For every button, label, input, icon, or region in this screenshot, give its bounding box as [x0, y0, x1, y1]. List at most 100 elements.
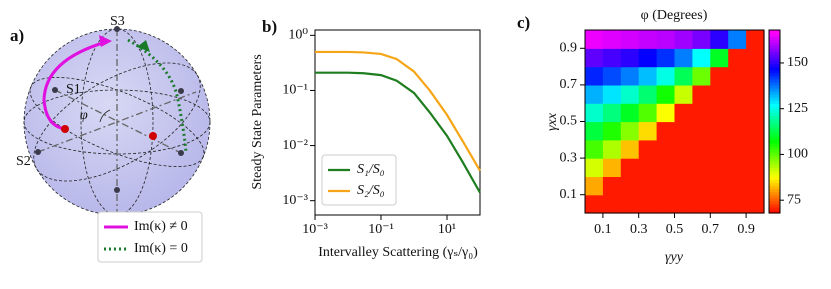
colorbar-segment	[769, 164, 780, 168]
heatmap-cell	[585, 30, 604, 49]
heatmap-cell	[746, 103, 765, 123]
colorbar-segment	[769, 94, 780, 98]
heatmap-cell	[602, 176, 622, 196]
heatmap-cell	[602, 158, 622, 177]
colorbar-segment	[769, 75, 780, 80]
colorbar-segment	[769, 185, 780, 190]
colorbar-segment	[769, 112, 780, 116]
heatmap-cell	[602, 30, 622, 49]
heatmap-cell	[620, 158, 640, 177]
heatmap-cell	[656, 121, 676, 141]
colorbar-segment	[769, 179, 780, 184]
heatmap-cell	[728, 48, 747, 68]
pole-label: S3	[110, 14, 125, 29]
heatmap-cell	[602, 66, 622, 86]
heatmap-cell	[710, 176, 729, 196]
legend-label: S₁/S₀	[357, 162, 385, 177]
colorbar-segment	[769, 69, 780, 74]
heatmap-cell	[620, 103, 640, 123]
y-tick-label: 0.7	[560, 77, 578, 92]
colorbar-segment	[769, 191, 780, 196]
heatmap-cell	[620, 48, 640, 68]
sphere	[23, 28, 211, 216]
heatmap-cell	[620, 121, 640, 141]
colorbar-segment	[769, 115, 780, 120]
arrowhead	[137, 40, 150, 52]
y-tick-label: 0.9	[560, 41, 578, 56]
colorbar-segment	[769, 30, 780, 34]
heatmap-cell	[692, 176, 711, 196]
heatmap-cell	[728, 139, 747, 159]
x-tick-label: 0.9	[737, 222, 755, 237]
heatmap-cell	[728, 194, 747, 214]
heatmap-cell	[746, 30, 765, 49]
x-tick-label: 10⁻³	[302, 222, 328, 237]
x-tick-label: 10¹	[438, 222, 456, 237]
heatmap-cell	[710, 158, 729, 177]
panel-label: a)	[10, 26, 24, 45]
heatmap-cell	[746, 66, 765, 86]
legend-label: Im(κ) ≠ 0	[134, 219, 188, 234]
colorbar-segment	[769, 84, 780, 89]
colorbar-segment	[769, 103, 780, 107]
heatmap-cell	[710, 30, 729, 49]
heatmap-cell	[674, 121, 693, 141]
pole-label: S1	[66, 82, 81, 97]
plot-frame	[314, 29, 481, 216]
y-tick-label: 0.1	[560, 187, 578, 202]
colorbar-segment	[769, 66, 780, 71]
colorbar-segment	[769, 148, 780, 153]
colorbar-segment	[769, 139, 780, 144]
colorbar-segment	[769, 48, 780, 52]
colorbar-segment	[769, 118, 780, 123]
trajectory	[127, 38, 188, 153]
heatmap-cell	[656, 103, 676, 123]
heatmap-cell	[746, 139, 765, 159]
heatmap-cell	[638, 121, 658, 141]
heatmap-cell	[602, 194, 622, 214]
colorbar-segment	[769, 152, 780, 156]
heatmap-cell	[728, 176, 747, 196]
heatmap-cell	[692, 30, 711, 49]
sphere-points	[35, 26, 184, 193]
colorbar-segment	[769, 121, 780, 126]
colorbar-segment	[769, 39, 780, 43]
colorbar-tick-label: 75	[787, 192, 801, 207]
colorbar-segment	[769, 78, 780, 83]
heatmap-cell	[656, 30, 676, 49]
x-axis-title: Intervalley Scattering (γₛ/γ₀)	[318, 245, 478, 260]
colorbar-segment	[769, 91, 780, 95]
y-tick-label: 0.5	[560, 114, 578, 129]
heatmap-cell	[638, 176, 658, 196]
x-axis-title: γyy	[665, 250, 684, 265]
heatmap-cell	[585, 121, 604, 141]
colorbar-segment	[769, 170, 780, 174]
heatmap-cell	[692, 194, 711, 214]
colorbar-segment	[769, 42, 780, 46]
heatmap-cell	[692, 121, 711, 141]
colorbar-segment	[769, 206, 780, 211]
x-tick-label: 0.7	[702, 222, 720, 237]
colorbar-segment	[769, 45, 780, 49]
colorbar-segment	[769, 72, 780, 77]
heatmap-cell	[746, 121, 765, 141]
colorbar-segment	[769, 200, 780, 205]
heatmap-cell	[692, 103, 711, 123]
heatmap-cell	[656, 158, 676, 177]
chart-title: φ (Degrees)	[641, 8, 708, 23]
colorbar-tick-label: 125	[787, 101, 808, 116]
heatmap-cell	[746, 48, 765, 68]
colorbar-frame	[768, 29, 781, 214]
line-series	[315, 50, 481, 172]
heatmap-cell	[710, 48, 729, 68]
x-tick-label: 0.3	[630, 222, 648, 237]
colorbar-tick-label: 150	[787, 55, 808, 70]
heatmap-cell	[674, 84, 693, 104]
colorbar-segment	[769, 188, 780, 193]
colorbar-segment	[769, 36, 780, 40]
colorbar-segment	[769, 87, 780, 92]
heatmap-cell	[620, 139, 640, 159]
heatmap-cell	[585, 103, 604, 123]
colorbar-segment	[769, 136, 780, 141]
